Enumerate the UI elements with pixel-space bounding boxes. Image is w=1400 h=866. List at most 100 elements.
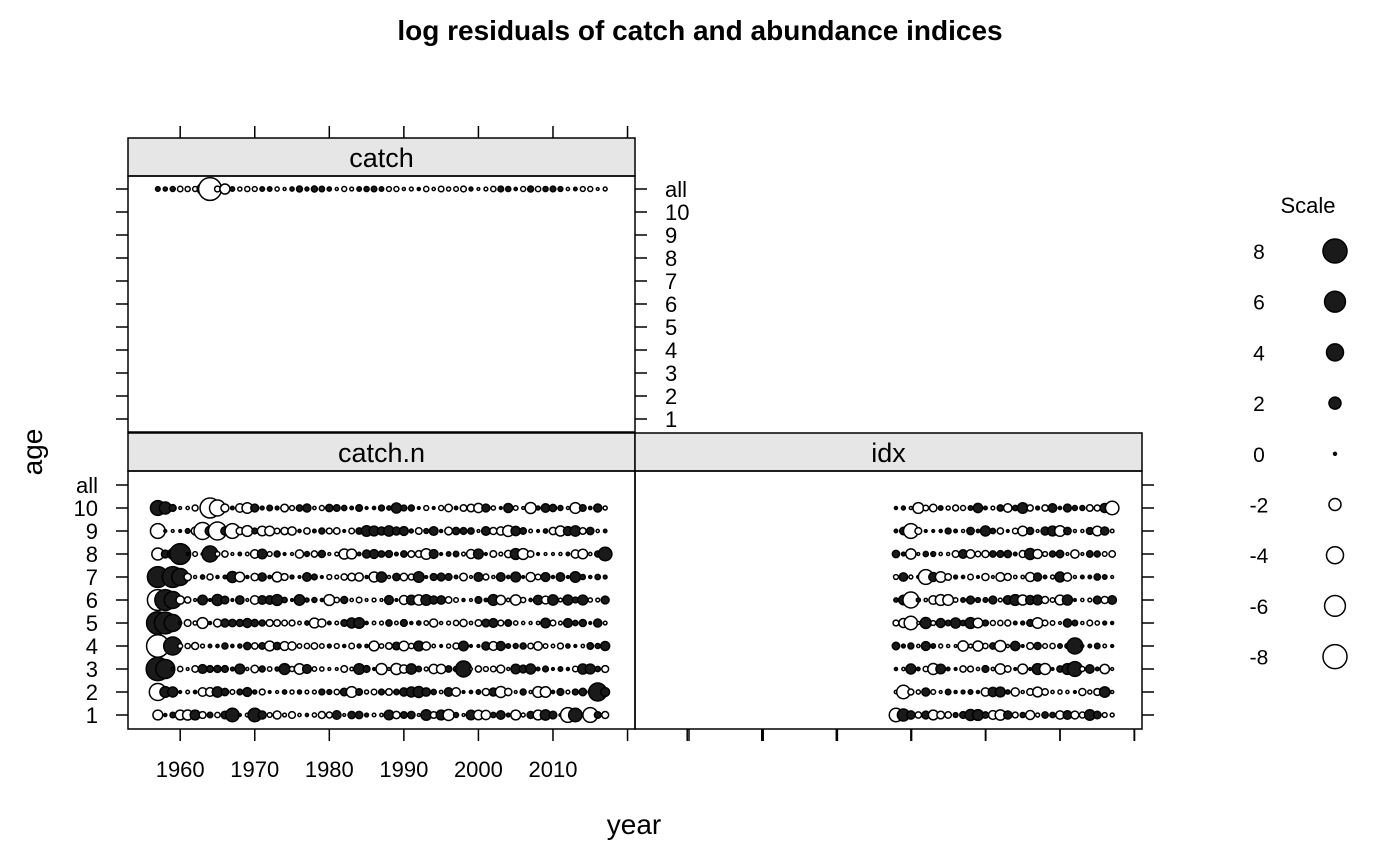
residual-bubble — [332, 527, 341, 535]
residual-bubble — [334, 574, 340, 580]
residual-bubble — [945, 505, 951, 511]
residual-bubble — [375, 662, 388, 676]
x-tick-label: 2000 — [454, 757, 503, 782]
residual-bubble — [221, 642, 229, 650]
residual-bubble — [1084, 664, 1095, 674]
y-tick-label: 7 — [86, 565, 98, 590]
residual-bubble — [281, 689, 288, 695]
residual-bubble — [981, 619, 990, 627]
residual-bubble — [1033, 641, 1042, 651]
residual-bubble — [495, 640, 506, 652]
residual-bubble — [1049, 574, 1056, 580]
legend-bubble — [1323, 290, 1347, 313]
residual-bubble — [959, 504, 967, 512]
residual-bubble — [555, 572, 566, 582]
residual-bubble — [1057, 689, 1063, 695]
residual-bubble — [192, 689, 198, 695]
residual-bubble — [149, 522, 166, 540]
residual-bubble — [258, 619, 266, 627]
residual-bubble — [1032, 686, 1044, 698]
residual-bubble — [325, 527, 333, 535]
residual-bubble — [505, 597, 511, 603]
residual-bubble — [1017, 663, 1029, 675]
residual-bubble — [542, 528, 549, 534]
residual-bubble — [1109, 712, 1115, 718]
residual-bubble — [930, 688, 937, 696]
residual-bubble — [1020, 643, 1025, 649]
residual-bubble — [379, 597, 384, 603]
residual-bubble — [1041, 688, 1050, 696]
residual-bubble — [1109, 643, 1115, 649]
residual-bubble — [408, 528, 415, 534]
residual-bubble — [274, 689, 280, 695]
residual-bubble — [1035, 528, 1040, 534]
residual-bubble — [311, 596, 318, 604]
residual-bubble — [349, 505, 355, 511]
residual-bubble — [215, 574, 220, 580]
residual-bubble — [363, 689, 370, 695]
x-tick-label: 1980 — [305, 757, 354, 782]
residual-bubble — [364, 620, 369, 626]
residual-bubble — [368, 640, 380, 652]
residual-bubble — [468, 643, 474, 649]
residual-bubble — [304, 689, 310, 695]
residual-bubble — [468, 186, 474, 192]
residual-bubble — [982, 596, 989, 604]
residual-bubble — [266, 666, 273, 672]
residual-bubble — [323, 593, 336, 607]
residual-bubble — [429, 572, 438, 582]
residual-bubble — [266, 186, 273, 192]
residual-bubble — [930, 643, 937, 649]
residual-bubble — [438, 689, 444, 695]
residual-bubble — [318, 504, 326, 512]
residual-bubble — [295, 185, 304, 193]
residual-bubble — [273, 618, 282, 628]
residual-bubble — [938, 551, 944, 557]
residual-bubble — [1002, 503, 1013, 513]
residual-bubble — [399, 618, 409, 628]
residual-bubble — [438, 620, 444, 626]
residual-bubble — [524, 501, 537, 515]
y-tick-label: 2 — [86, 680, 98, 705]
residual-bubble — [393, 551, 399, 557]
residual-bubble — [586, 642, 595, 650]
residual-bubble — [428, 525, 439, 537]
residual-bubble — [183, 618, 192, 628]
residual-bubble — [474, 665, 483, 673]
residual-bubble — [386, 666, 392, 672]
residual-bubble — [377, 504, 386, 512]
residual-bubble — [461, 712, 466, 718]
residual-bubble — [488, 617, 499, 629]
residual-bubble — [1002, 710, 1013, 720]
residual-bubble — [505, 642, 512, 650]
residual-bubble — [959, 665, 967, 673]
residual-bubble — [519, 527, 528, 535]
panel-frame — [127, 175, 636, 433]
residual-bubble — [905, 663, 917, 675]
residual-bubble — [996, 619, 1004, 627]
residual-bubble — [364, 505, 369, 511]
residual-bubble — [229, 688, 236, 696]
residual-bubble — [250, 642, 259, 650]
y-tick-label: all — [76, 473, 98, 498]
residual-bubble — [953, 666, 958, 672]
residual-bubble — [220, 503, 230, 513]
residual-bubble — [990, 666, 996, 672]
residual-bubble — [453, 505, 459, 511]
residual-bubble — [392, 572, 401, 582]
residual-bubble — [461, 597, 466, 603]
residual-bubble — [1032, 548, 1043, 560]
residual-bubble — [1079, 665, 1086, 673]
residual-bubble — [423, 527, 430, 535]
legend-bubble — [1325, 343, 1345, 362]
residual-bubble — [504, 185, 512, 193]
residual-bubble — [558, 551, 563, 557]
residual-bubble — [355, 596, 363, 604]
residual-bubble — [289, 597, 295, 603]
residual-bubble — [1042, 574, 1048, 580]
residual-bubble — [256, 548, 268, 560]
residual-bubble — [437, 504, 445, 512]
residual-bubble — [431, 505, 436, 511]
residual-bubble — [219, 183, 231, 195]
residual-bubble — [236, 688, 244, 696]
